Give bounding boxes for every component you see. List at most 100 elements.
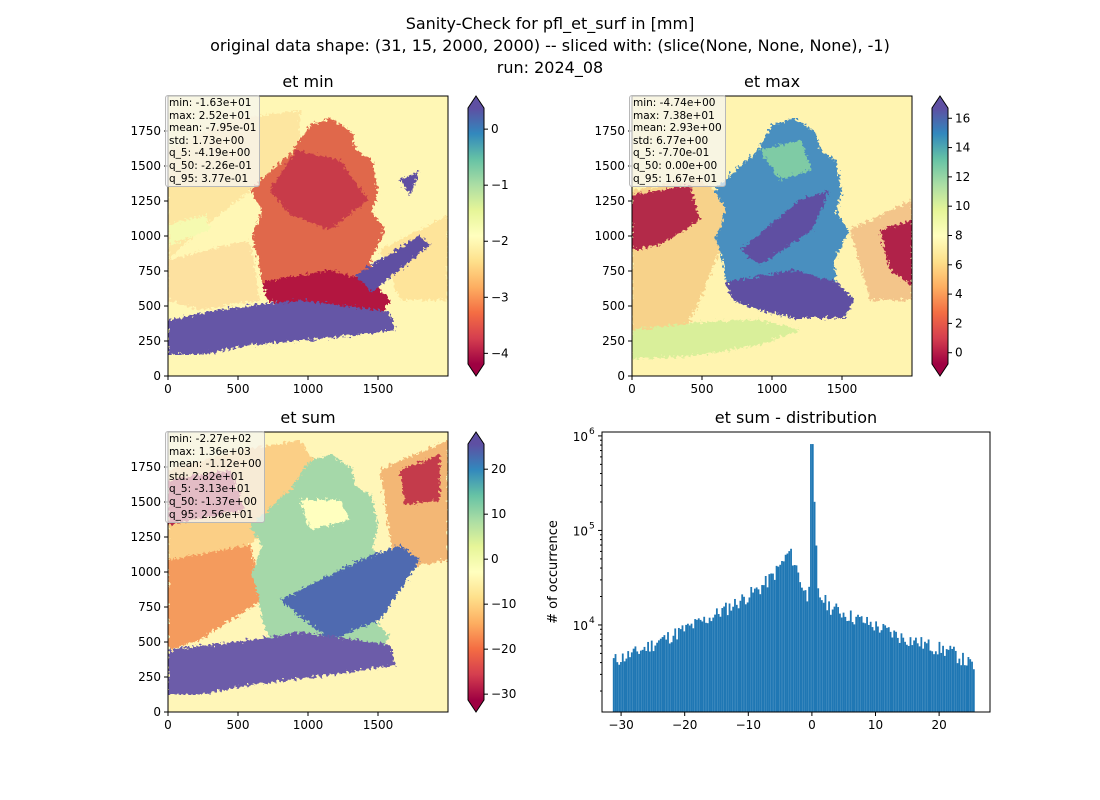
histogram-bar [799, 582, 802, 712]
colorbar-tick-label: 14 [955, 141, 970, 155]
histogram-bar [829, 614, 832, 712]
histogram-bar [824, 594, 827, 712]
histogram-bar [677, 627, 680, 712]
histogram-bar [649, 651, 651, 712]
histogram-bar [717, 614, 720, 712]
histogram-bar [802, 590, 805, 712]
histogram-bar [703, 616, 706, 712]
histogram-bar [866, 616, 868, 712]
histogram-bar [893, 630, 896, 712]
histogram-bar [931, 651, 934, 712]
panel-title-et-max: et max [743, 72, 801, 91]
histogram-bar [902, 637, 905, 712]
histogram-bar [706, 623, 709, 712]
stat-max: max: 7.38e+01 [633, 109, 715, 122]
histogram-bar [705, 622, 707, 712]
panel-title-et-sum: et sum [280, 408, 336, 427]
histogram-bar [667, 632, 669, 712]
histogram-bar [683, 631, 686, 712]
histogram-bar [699, 619, 702, 712]
histogram-bar [763, 585, 765, 712]
histogram-bar [907, 645, 910, 712]
histogram-bar [612, 658, 615, 712]
histogram-bar [972, 669, 975, 712]
histogram-bar [924, 641, 926, 712]
histogram-bar [661, 637, 664, 712]
histogram-bar [621, 653, 624, 712]
histogram-bar [752, 592, 754, 712]
histogram-bar [898, 642, 901, 712]
histogram-bar [696, 619, 698, 712]
histogram-bar [835, 603, 838, 712]
y-tick-label: 1750 [130, 124, 161, 138]
x-tick-label: 20 [931, 718, 946, 732]
histogram-bar [878, 632, 881, 712]
histogram-bar [795, 565, 798, 712]
histogram-bar [833, 606, 836, 712]
stat-min: min: -4.74e+00 [633, 97, 716, 109]
stat-mean: mean: -1.12e+00 [169, 458, 262, 471]
histogram-bar [753, 588, 756, 712]
colorbar-tick-label: −30 [491, 687, 516, 701]
histogram-bar [934, 651, 937, 712]
histogram-bar [726, 615, 729, 712]
histogram-bar [728, 603, 731, 712]
y-tick-label: 1250 [130, 530, 161, 544]
histogram-bar [770, 573, 773, 712]
histogram-bar [963, 665, 966, 712]
y-tick-label: 1750 [594, 124, 625, 138]
colorbar-tick-label: 8 [955, 228, 963, 242]
x-tick-label: 1000 [293, 718, 324, 732]
histogram-bar [636, 651, 639, 712]
y-tick-label: 0 [153, 705, 161, 719]
histogram-bar [627, 651, 630, 712]
stat-q95: q_95: 2.56e+01 [169, 508, 254, 521]
histogram-bar [630, 652, 633, 712]
histogram-bar [909, 637, 912, 712]
histogram-bar [750, 586, 753, 712]
histogram-bar [808, 586, 811, 712]
y-tick-label: 1250 [130, 194, 161, 208]
histogram-bar [936, 654, 939, 712]
histogram-bar [656, 642, 659, 712]
x-tick-label: 0 [164, 382, 172, 396]
stat-std: std: 2.82e+01 [169, 470, 245, 483]
histogram-bar [791, 565, 794, 712]
panel-title-et-min: et min [282, 72, 334, 91]
histogram-bar [826, 610, 829, 712]
histogram-bar [891, 637, 894, 712]
y-tick-label: 250 [602, 334, 625, 348]
stat-q50: q_50: -1.37e+00 [169, 495, 257, 508]
colorbar-et-sum-extend-top [468, 432, 484, 444]
colorbar-et-min-frame [467, 95, 485, 377]
colorbar-et-max [932, 108, 948, 364]
y-tick-label: 0 [617, 369, 625, 383]
colorbar-et-sum [468, 444, 484, 700]
histogram-bar [953, 646, 955, 712]
histogram-bar [848, 620, 850, 712]
histogram-bar [905, 644, 908, 712]
stat-q95: q_95: 1.67e+01 [633, 172, 718, 185]
stat-std: std: 6.77e+00 [633, 134, 709, 147]
colorbar-tick-label: 10 [955, 199, 970, 213]
histogram-bar [690, 623, 693, 712]
histogram-bar [654, 645, 657, 712]
histogram-bar [755, 587, 758, 712]
histogram-bar [844, 616, 847, 712]
colorbar-tick-label: 0 [491, 122, 499, 136]
histogram-bar [692, 628, 695, 712]
histogram-bar [969, 659, 972, 712]
histogram-bar [618, 664, 621, 712]
colorbar-tick-label: −4 [491, 346, 509, 360]
histogram-bar [882, 623, 885, 712]
y-tick-label: 750 [602, 264, 625, 278]
histogram-bar [638, 653, 640, 712]
colorbar-tick-label: 6 [955, 258, 963, 272]
histogram-bar [723, 606, 726, 712]
figure-title-line-3: run: 2024_08 [496, 58, 604, 77]
histogram-bar [674, 628, 677, 712]
histogram-bar [632, 648, 635, 712]
histogram-bar [737, 608, 740, 712]
histogram-bar [665, 639, 668, 712]
histogram-bar [761, 585, 764, 712]
